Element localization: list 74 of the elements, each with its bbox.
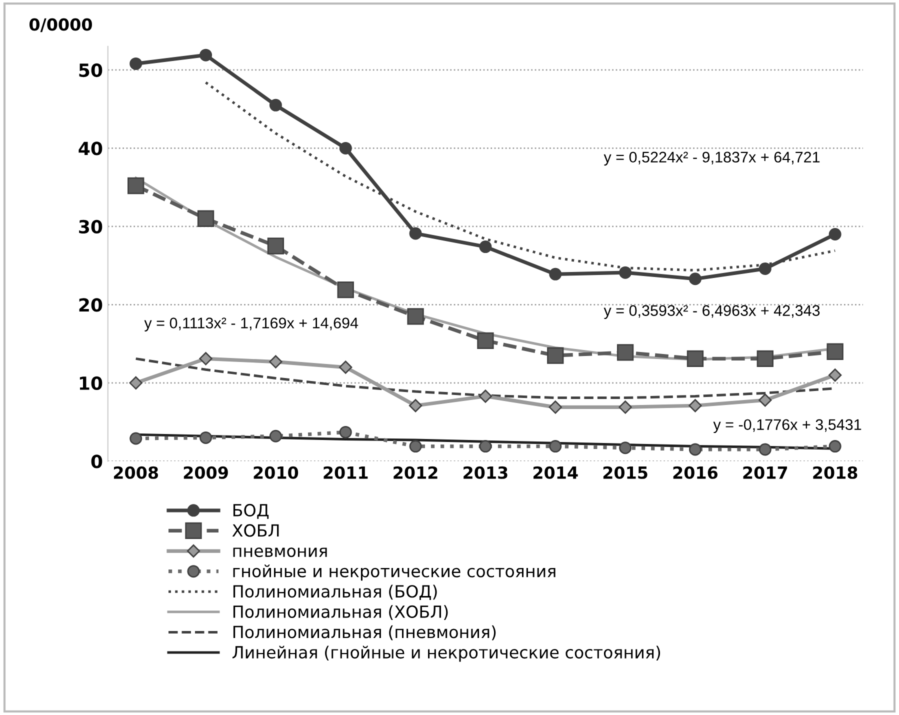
point xyxy=(130,432,142,445)
legend-label: Полиномиальная (пневмония) xyxy=(233,625,496,640)
point xyxy=(477,332,494,350)
annotation: y = 0,5224x² - 9,1837x + 64,721 xyxy=(604,152,820,166)
point xyxy=(549,268,562,280)
point xyxy=(197,210,214,227)
x-tick-label: 2011 xyxy=(324,466,368,479)
point xyxy=(758,394,772,407)
legend-label: Полиномиальная (ХОБЛ) xyxy=(233,605,448,620)
point xyxy=(199,352,212,366)
point xyxy=(688,399,702,412)
x-tick-label: 2018 xyxy=(813,466,858,479)
point xyxy=(828,440,842,453)
point xyxy=(130,57,142,70)
x-tick-label: 2008 xyxy=(114,466,158,479)
y-tick-label: 0 xyxy=(91,454,102,468)
point xyxy=(548,400,562,414)
y-tick-label: 20 xyxy=(79,298,102,312)
y-tick-label: 30 xyxy=(79,220,102,234)
y-tick-label: 40 xyxy=(78,142,102,156)
point xyxy=(339,426,352,438)
point xyxy=(408,399,422,412)
point xyxy=(337,281,354,298)
annotation: y = -0,1776x + 3,5431 xyxy=(713,419,862,434)
point xyxy=(407,308,424,325)
point xyxy=(269,430,282,442)
legend-label: Линейная (гнойные и некротические состояния) xyxy=(232,646,660,662)
point xyxy=(479,440,492,453)
y-tick-label: 50 xyxy=(79,63,102,78)
legend-label: пневмония xyxy=(233,548,327,558)
annotation: y = 0,3593x² - 6,4963x + 42,343 xyxy=(604,305,820,320)
point xyxy=(618,400,632,414)
legend-label: гнойные и некротические состояния xyxy=(233,564,556,581)
point xyxy=(200,431,212,444)
x-tick-label: 2010 xyxy=(254,466,298,479)
y-tick-label: 10 xyxy=(80,376,102,390)
point xyxy=(478,390,492,403)
legend-label: Полиномиальная (БОД) xyxy=(233,584,437,600)
point xyxy=(200,48,212,62)
point xyxy=(826,343,844,360)
annotation: y = 0,1113x² - 1,7169x + 14,694 xyxy=(144,318,358,332)
point xyxy=(269,98,282,112)
x-tick-label: 2009 xyxy=(184,466,228,479)
point xyxy=(758,443,772,456)
point xyxy=(686,350,704,368)
point xyxy=(129,376,142,390)
point xyxy=(409,440,422,453)
point xyxy=(619,266,632,279)
x-tick-label: 2014 xyxy=(534,466,578,479)
x-tick-label: 2012 xyxy=(394,466,438,479)
point xyxy=(128,177,144,194)
legend-label: БОД xyxy=(233,504,269,519)
point xyxy=(549,440,562,453)
point xyxy=(339,360,352,374)
x-tick-label: 2015 xyxy=(603,466,648,479)
point xyxy=(619,442,632,454)
point xyxy=(269,355,282,368)
point xyxy=(547,347,564,364)
point xyxy=(688,443,702,456)
point xyxy=(688,272,702,286)
x-tick-label: 2017 xyxy=(743,466,788,479)
x-tick-label: 2016 xyxy=(673,466,718,479)
point xyxy=(756,350,774,368)
point xyxy=(409,227,422,240)
point xyxy=(828,368,842,382)
y-axis-title: 0/0000 xyxy=(30,18,92,32)
point xyxy=(828,228,842,241)
point xyxy=(267,238,284,254)
point xyxy=(479,240,492,254)
legend-label: ХОБЛ xyxy=(232,524,279,537)
point xyxy=(339,142,352,154)
point xyxy=(758,262,772,275)
point xyxy=(616,344,634,361)
x-tick-label: 2013 xyxy=(464,466,508,479)
